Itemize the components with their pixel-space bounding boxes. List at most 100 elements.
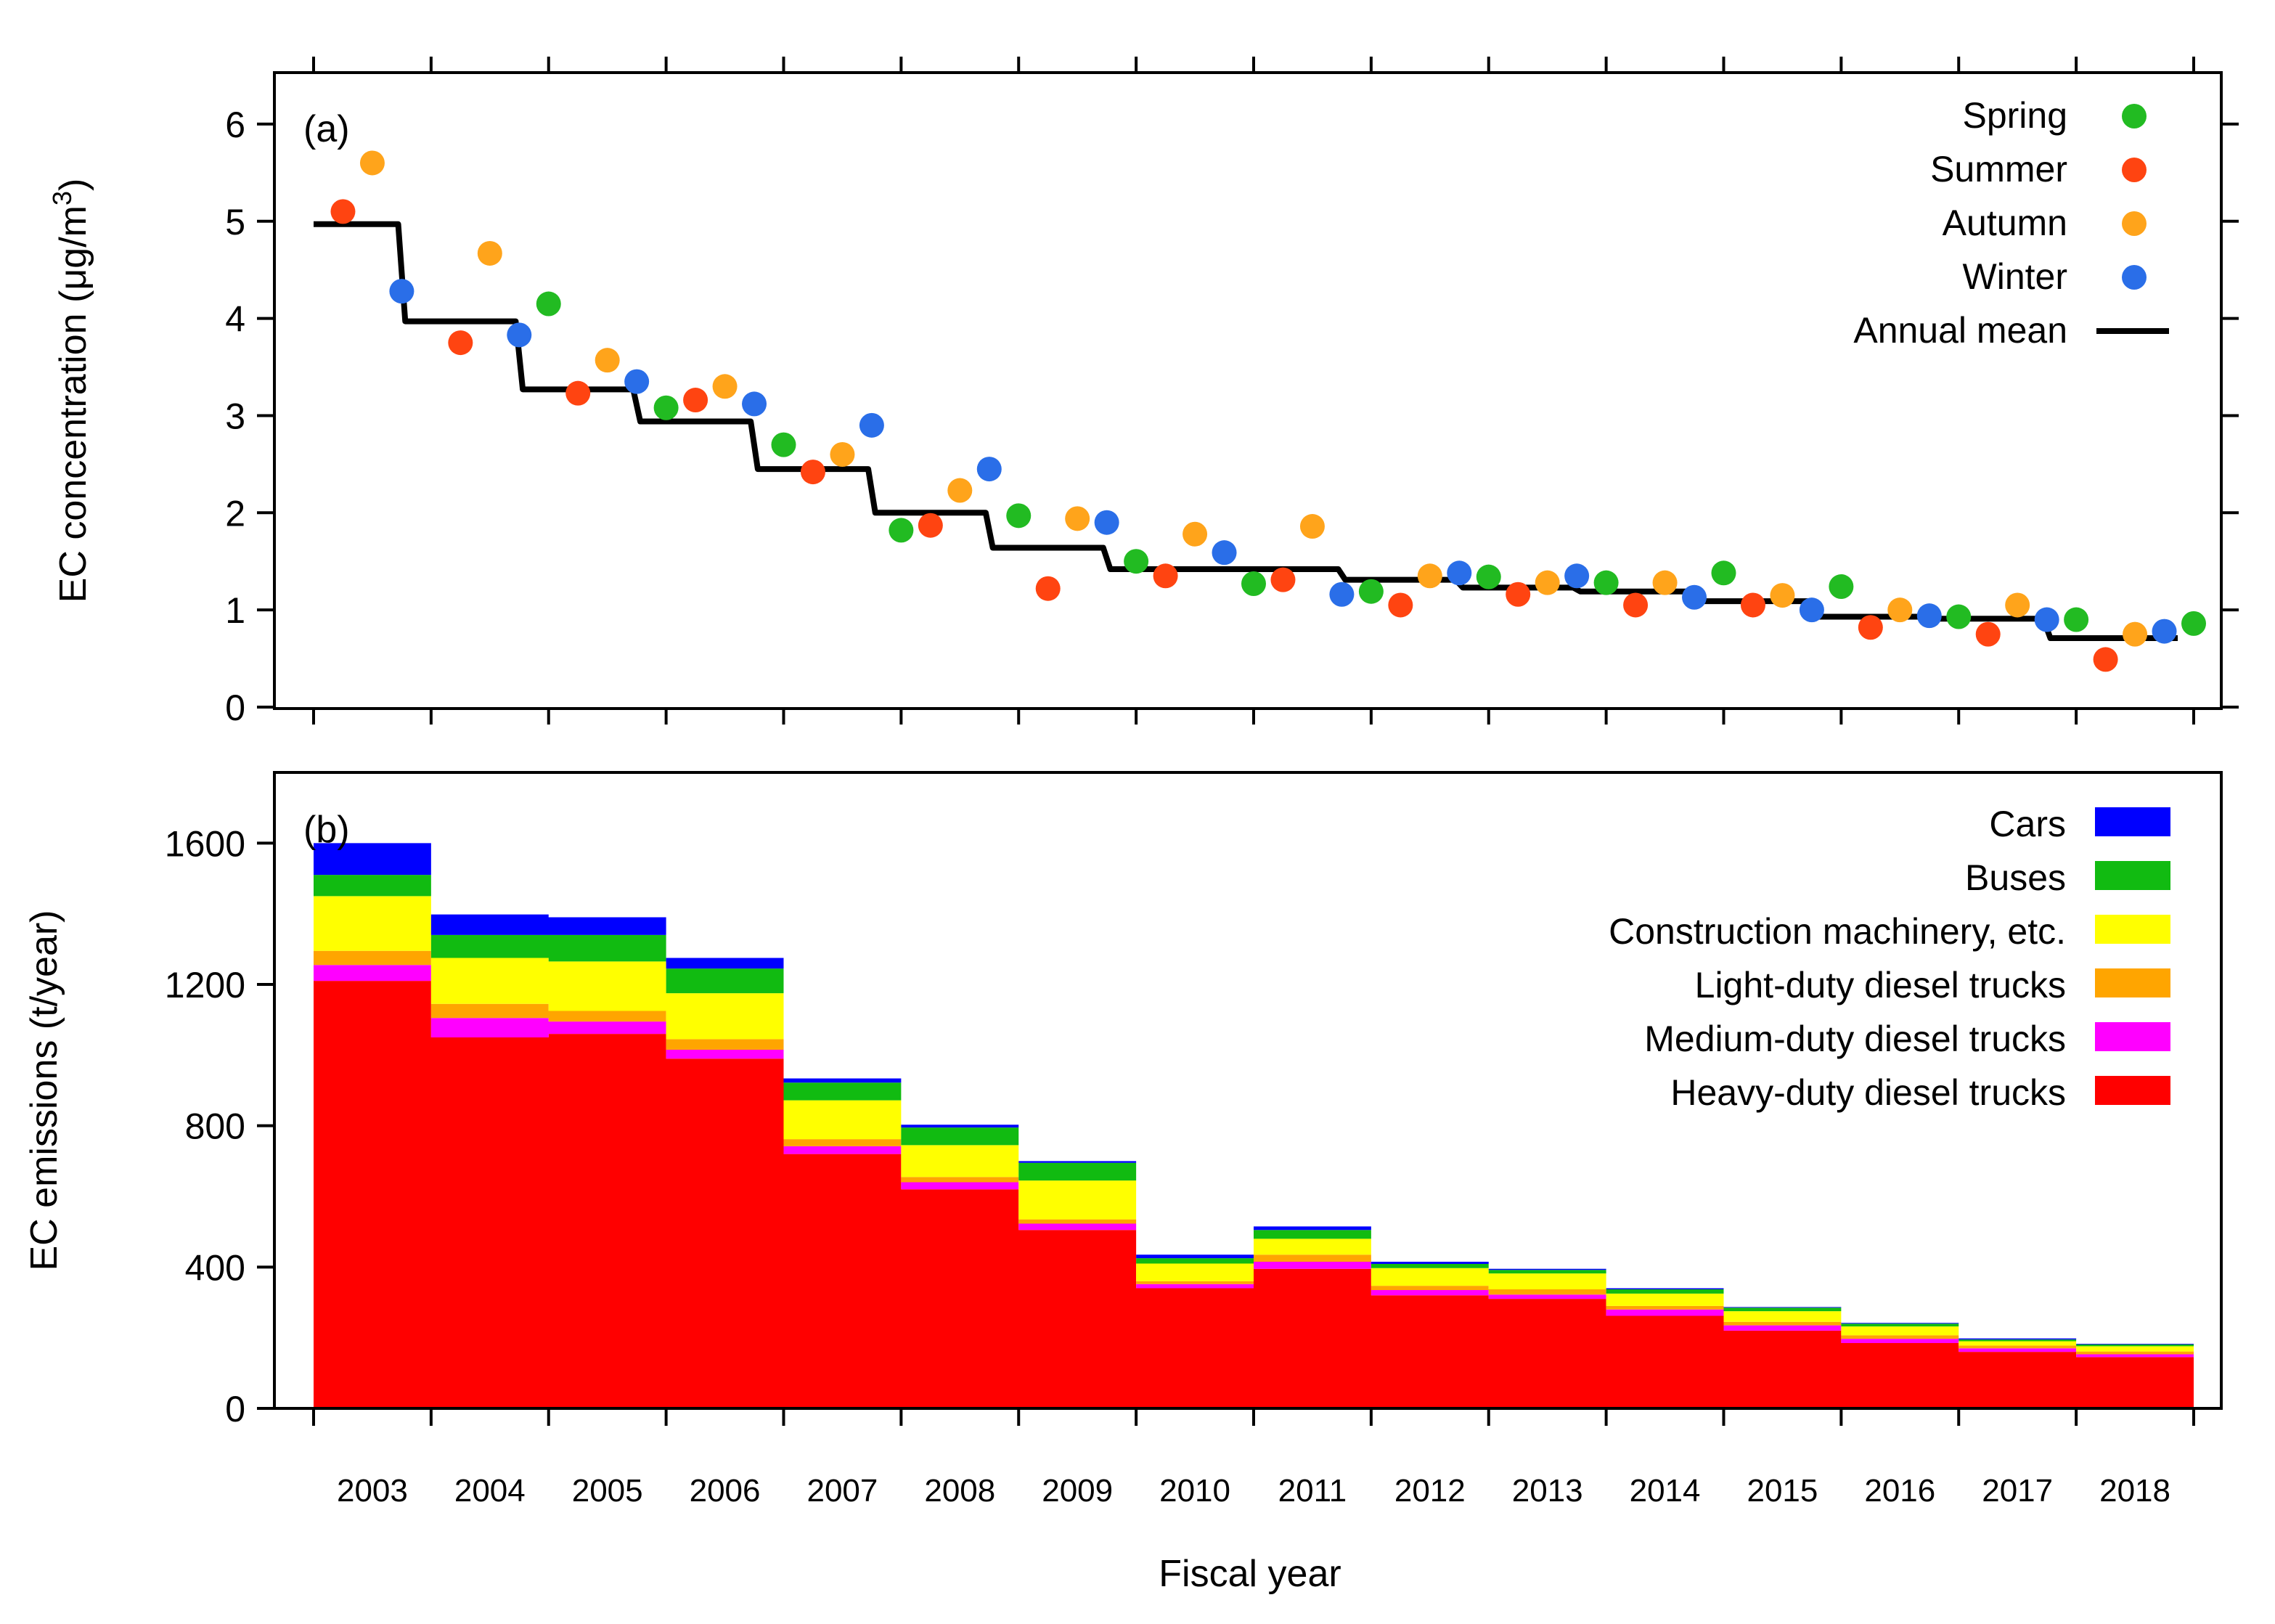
legend-a-label-winter: Winter	[1963, 256, 2067, 297]
x-tick-label: 2014	[1630, 1473, 1701, 1509]
point-spring	[2064, 607, 2089, 632]
point-summer	[1740, 592, 1765, 618]
point-spring	[1946, 604, 1972, 629]
panel-a-legend: Spring Summer Autumn Winter Annual mean	[1853, 95, 2169, 351]
x-tick-labels: 2003 2004 2005 2006 2007 2008 2009 2010 2011 2012…	[337, 1473, 2170, 1509]
x-tick-label: 2004	[454, 1473, 526, 1509]
point-winter	[1682, 584, 1707, 610]
panel-a-ylabel: EC concentration (μg/m3)	[47, 179, 94, 603]
point-winter	[1564, 563, 1590, 589]
point-winter	[1799, 597, 1824, 623]
point-spring	[771, 432, 796, 457]
panel-b-ytick-label: 0	[225, 1389, 245, 1429]
point-winter	[389, 279, 414, 304]
point-summer	[2093, 647, 2118, 672]
legend-b-swatch-cars	[2095, 807, 2170, 836]
point-winter	[624, 369, 650, 394]
x-axis-title: Fiscal year	[1159, 1553, 1341, 1595]
point-spring	[1124, 549, 1149, 574]
panel-b-ytick-label: 1200	[165, 965, 245, 1005]
x-tick-label: 2016	[1864, 1473, 1935, 1509]
x-tick-label: 2003	[337, 1473, 408, 1509]
x-tick-label: 2017	[1982, 1473, 2053, 1509]
point-spring	[889, 518, 914, 543]
point-winter	[1329, 582, 1355, 607]
point-autumn	[595, 348, 620, 373]
panel-a-frame	[273, 71, 2223, 710]
legend-b-label-buses: Buses	[1965, 857, 2066, 898]
point-spring	[1006, 503, 1032, 529]
panel-a-label: (a)	[303, 108, 350, 150]
point-spring	[1593, 570, 1619, 595]
point-spring	[1241, 571, 1266, 597]
area-buses	[314, 875, 2194, 1347]
x-tick-label: 2012	[1394, 1473, 1466, 1509]
panel-b-ytick-label: 400	[185, 1247, 245, 1288]
point-spring	[653, 395, 679, 420]
point-summer	[1623, 592, 1649, 618]
x-tick-label: 2010	[1159, 1473, 1230, 1509]
x-tick-label: 2011	[1278, 1473, 1347, 1509]
point-winter	[742, 391, 767, 417]
point-winter	[507, 322, 532, 348]
x-tick-label: 2018	[2099, 1473, 2170, 1509]
point-autumn	[1770, 583, 1795, 608]
x-tick-label: 2007	[806, 1473, 878, 1509]
point-autumn	[477, 240, 502, 266]
panel-b: 0 400 800 1200 1600 (b) EC emissions (t/year…	[23, 771, 2223, 1429]
panel-b-ylabel: EC emissions (t/year)	[23, 910, 65, 1271]
point-autumn	[1417, 563, 1442, 589]
point-summer	[1270, 567, 1296, 592]
point-autumn	[2005, 592, 2030, 618]
point-summer	[448, 330, 473, 356]
point-autumn	[712, 374, 738, 399]
legend-b-swatch-light-duty-diesel-trucks	[2095, 968, 2170, 997]
legend-b-swatch-heavy-duty-diesel-trucks	[2095, 1076, 2170, 1105]
point-winter	[1447, 560, 1472, 586]
x-tick-label: 2008	[924, 1473, 995, 1509]
x-tick-label: 2013	[1512, 1473, 1583, 1509]
legend-a-label-spring: Spring	[1962, 95, 2067, 136]
point-summer	[1035, 576, 1061, 601]
legend-b-label-construction-machinery-etc-: Construction machinery, etc.	[1609, 911, 2066, 952]
point-spring	[1711, 560, 1736, 586]
panel-a-ytick-label: 5	[225, 202, 245, 242]
point-summer	[1153, 563, 1178, 589]
point-autumn	[830, 442, 855, 467]
panel-a-marks	[314, 150, 2206, 672]
point-winter	[1094, 510, 1119, 535]
point-autumn	[2123, 621, 2148, 647]
point-spring	[2181, 611, 2206, 636]
panel-b-ytick-label: 800	[185, 1106, 245, 1147]
point-autumn	[1299, 514, 1325, 539]
panel-a-ytick-label: 1	[225, 590, 245, 631]
panel-a-ytick-label: 2	[225, 493, 245, 534]
point-autumn	[1652, 570, 1678, 595]
legend-a-marker-autumn	[2122, 211, 2147, 236]
panel-a-ylabel-close: )	[52, 179, 94, 191]
panel-a-ytick-label: 4	[225, 299, 245, 340]
point-summer	[918, 513, 943, 538]
point-spring	[536, 291, 561, 317]
x-tick-label: 2015	[1747, 1473, 1818, 1509]
x-tick-label: 2006	[690, 1473, 761, 1509]
point-summer	[1388, 592, 1413, 618]
panel-a-ylabel-sup: 3	[47, 191, 77, 205]
point-autumn	[1535, 570, 1560, 595]
legend-b-swatch-medium-duty-diesel-trucks	[2095, 1022, 2170, 1051]
point-autumn	[1887, 597, 1913, 623]
panel-a-ytick-label: 3	[225, 396, 245, 436]
point-autumn	[359, 150, 385, 176]
panel-b-label: (b)	[303, 809, 350, 851]
annual-mean-line	[314, 221, 2178, 641]
point-autumn	[1065, 506, 1090, 531]
legend-a-label-annual-mean: Annual mean	[1853, 310, 2067, 351]
point-winter	[1212, 540, 1237, 566]
point-summer	[330, 199, 356, 224]
panel-a-ytick-label: 0	[225, 687, 245, 728]
legend-a-marker-spring	[2122, 104, 2147, 128]
point-spring	[1358, 579, 1384, 604]
x-tick-label: 2005	[572, 1473, 643, 1509]
x-tick-label: 2009	[1042, 1473, 1113, 1509]
